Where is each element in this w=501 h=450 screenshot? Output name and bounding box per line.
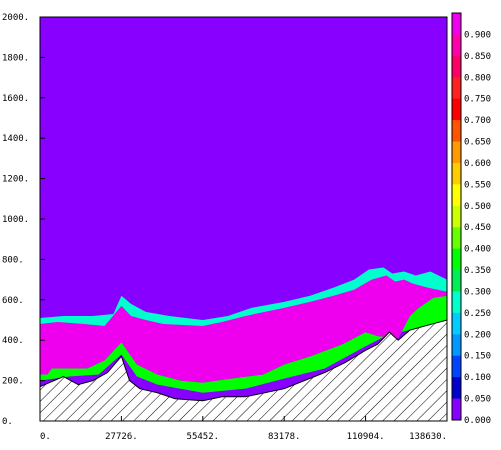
colorbar-label: 0.250	[464, 309, 491, 319]
colorbar: 0.900 0.850 0.800 0.750 0.700 0.650 0.600 0.550…	[451, 12, 491, 426]
colorbar-label: 0.400	[464, 245, 491, 255]
colorbar-swatch	[452, 98, 461, 121]
colorbar-swatch	[452, 55, 461, 78]
colorbar-label: 0.100	[464, 373, 491, 383]
colorbar-label: 0.500	[464, 202, 491, 212]
colorbar-swatch	[452, 77, 461, 100]
colorbar-label: 0.800	[464, 73, 491, 83]
x-tick-label: 27726.	[105, 432, 138, 442]
colorbar-swatch	[452, 291, 461, 314]
x-tick-label: 138630.	[409, 432, 447, 442]
colorbar-swatch	[452, 355, 461, 378]
field-green-edge-lower	[40, 295, 447, 393]
colorbar-swatch	[452, 377, 461, 400]
colorbar-label: 0.600	[464, 159, 491, 169]
colorbar-swatch	[452, 205, 461, 228]
y-tick-label: 1800.	[2, 53, 29, 63]
colorbar-swatch	[452, 162, 461, 185]
y-tick-label: 1600.	[2, 94, 29, 104]
y-axis: 0. 200. 400. 600. 800. 1000. 1200. 1400. 1600. 18…	[2, 13, 45, 427]
colorbar-swatch	[452, 334, 461, 357]
x-axis: 0. 27726. 55452. 83178. 110904. 138630.	[39, 416, 448, 442]
colorbar-label: 0.650	[464, 138, 491, 148]
y-tick-label: 600.	[2, 296, 24, 306]
field-magenta-core	[40, 275, 447, 383]
y-tick-label: 2000.	[2, 13, 29, 23]
colorbar-label: 0.850	[464, 52, 491, 62]
x-tick-label: 110904.	[347, 432, 385, 442]
colorbar-swatch	[452, 34, 461, 57]
colorbar-label: 0.300	[464, 287, 491, 297]
colorbar-swatch	[452, 312, 461, 335]
colorbar-swatch	[452, 120, 461, 143]
y-tick-label: 1000.	[2, 215, 29, 225]
y-tick-label: 200.	[2, 377, 24, 387]
colorbar-swatch	[452, 248, 461, 271]
y-tick-label: 1400.	[2, 134, 29, 144]
x-tick-label: 55452.	[187, 432, 220, 442]
colorbar-label: 0.150	[464, 352, 491, 362]
colorbar-label: 0.350	[464, 266, 491, 276]
colorbar-frame	[451, 12, 462, 421]
colorbar-swatch	[452, 141, 461, 164]
colorbar-label: 0.450	[464, 223, 491, 233]
y-tick-label: 800.	[2, 255, 24, 265]
colorbar-label: 0.200	[464, 330, 491, 340]
y-tick-label: 0.	[2, 417, 13, 427]
terrain-hatch	[39, 319, 448, 422]
y-tick-label: 1200.	[2, 175, 29, 185]
colorbar-swatch	[452, 398, 461, 421]
colorbar-label: 0.700	[464, 116, 491, 126]
contour-fields	[40, 267, 447, 403]
colorbar-label: 0.000	[464, 416, 491, 426]
y-tick-label: 400.	[2, 336, 24, 346]
colorbar-swatch	[452, 227, 461, 250]
field-upper-edge-cyan	[40, 267, 447, 327]
colorbar-label: 0.750	[464, 95, 491, 105]
colorbar-swatch	[452, 270, 461, 292]
colorbar-label: 0.900	[464, 30, 491, 40]
colorbar-swatch	[452, 184, 461, 207]
field-band-low	[40, 320, 447, 403]
colorbar-label: 0.550	[464, 180, 491, 190]
x-tick-label: 0.	[40, 432, 51, 442]
colorbar-swatch	[452, 13, 461, 35]
x-tick-label: 83178.	[268, 432, 301, 442]
colorbar-label: 0.050	[464, 395, 491, 405]
